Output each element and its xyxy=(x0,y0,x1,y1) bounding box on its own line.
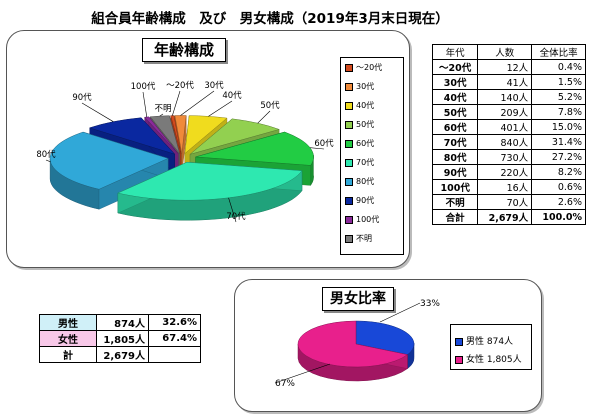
table-row: ～20代 12人 0.4% xyxy=(431,59,586,75)
legend-item: 90代 xyxy=(345,195,374,206)
table-cell: 合計 xyxy=(431,209,479,225)
legend-item: 男性 874人 xyxy=(455,334,513,347)
data-label: 不明 xyxy=(154,104,171,114)
table-cell: 100.0% xyxy=(531,209,586,225)
legend-item: 女性 1,805人 xyxy=(455,352,522,365)
gender-chart-title: 男女比率 xyxy=(322,287,394,311)
table-row: 60代 401人 15.0% xyxy=(431,119,586,135)
table-cell: 計 xyxy=(39,346,97,363)
legend-label: 60代 xyxy=(356,139,375,148)
leader-line xyxy=(257,110,271,124)
leader-line xyxy=(228,197,237,223)
legend-item: 30代 xyxy=(345,81,374,92)
legend-label: 40代 xyxy=(356,101,375,110)
legend-swatch xyxy=(345,139,353,148)
table-row-female: 女性 1,805人 67.4% xyxy=(39,330,201,347)
legend-label: 30代 xyxy=(356,82,375,91)
data-label: 100代 xyxy=(131,81,156,92)
data-label: 50代 xyxy=(260,100,280,111)
leader-line xyxy=(310,147,325,150)
leader-line xyxy=(142,91,148,118)
data-label: 90代 xyxy=(72,92,92,103)
leader-line xyxy=(81,102,114,122)
table-row: 70代 840人 31.4% xyxy=(431,134,586,150)
legend-swatch xyxy=(345,234,353,243)
age-pie-slice xyxy=(49,131,169,190)
legend-swatch xyxy=(345,120,353,129)
data-label: 40代 xyxy=(222,90,242,101)
legend-item: 60代 xyxy=(345,138,374,149)
legend-label: 50代 xyxy=(356,120,375,129)
legend-label: 70代 xyxy=(356,158,375,167)
table-header-row: 年代 人数 全体比率 xyxy=(431,44,586,60)
gender-pie-slice xyxy=(297,320,409,368)
legend-swatch xyxy=(345,215,353,224)
leader-line xyxy=(274,363,331,384)
legend-swatch xyxy=(455,337,463,346)
legend-label: 100代 xyxy=(356,215,380,224)
age-pie-slice xyxy=(149,115,180,154)
legend-item: ～20代 xyxy=(345,62,382,73)
leader-line xyxy=(159,113,164,117)
table-total-row: 合計 2,679人 100.0% xyxy=(431,209,586,225)
legend-swatch xyxy=(345,196,353,205)
data-label: 67% xyxy=(275,379,295,389)
data-label: 70代 xyxy=(226,211,246,222)
table-cell: 女性 xyxy=(39,330,97,347)
data-label: 60代 xyxy=(314,138,334,149)
legend-label: 女性 1,805人 xyxy=(466,355,522,365)
data-label: ～20代 xyxy=(166,80,194,91)
legend-swatch xyxy=(345,177,353,186)
data-label: 80代 xyxy=(36,149,56,160)
age-pie-slice xyxy=(189,118,280,155)
leader-line xyxy=(208,100,233,117)
age-pie-slice xyxy=(184,115,228,155)
leader-line xyxy=(180,90,215,116)
legend-item: 70代 xyxy=(345,157,374,168)
legend-swatch xyxy=(345,63,353,72)
age-table: 年代 人数 全体比率 ～20代 12人 0.4% 30代 41人 1.5% 40代 140… xyxy=(431,44,586,225)
legend-label: 男性 874人 xyxy=(466,337,514,347)
data-label: 33% xyxy=(420,299,440,309)
gender-chart-legend: 男性 874人 女性 1,805人 xyxy=(450,324,532,370)
legend-swatch xyxy=(345,158,353,167)
age-pie-slice xyxy=(117,161,303,201)
age-pie-slice xyxy=(144,116,179,154)
leader-line xyxy=(45,159,51,163)
legend-label: 80代 xyxy=(356,177,375,186)
legend-swatch xyxy=(345,101,353,110)
legend-item: 80代 xyxy=(345,176,374,187)
table-cell xyxy=(148,346,201,363)
age-chart-legend: ～20代 30代 40代 50代 60代 70代 80代 90代 100代 不明 xyxy=(340,57,404,255)
legend-item: 40代 xyxy=(345,100,374,111)
legend-swatch xyxy=(455,355,463,364)
leader-line xyxy=(379,302,421,323)
table-row: 不明 70人 2.6% xyxy=(431,194,586,210)
age-chart-title: 年齢構成 xyxy=(142,38,226,62)
table-row: 100代 16人 0.6% xyxy=(431,179,586,195)
leader-line xyxy=(172,90,181,116)
data-label: 30代 xyxy=(204,80,224,91)
page-title: 組合員年齢構成 及び 男女構成（2019年3月末日現在） xyxy=(91,11,449,27)
legend-label: ～20代 xyxy=(356,63,383,72)
age-pie-slice xyxy=(195,131,314,166)
age-pie-slice xyxy=(88,117,176,155)
table-row: 80代 730人 27.2% xyxy=(431,149,586,165)
legend-item: 不明 xyxy=(345,233,372,244)
legend-swatch xyxy=(345,82,353,91)
legend-label: 不明 xyxy=(356,234,372,243)
gender-table: 男性 874人 32.6% 女性 1,805人 67.4% 計 2,679人 xyxy=(39,314,201,363)
legend-label: 90代 xyxy=(356,196,375,205)
legend-item: 100代 xyxy=(345,214,379,225)
table-row-total: 計 2,679人 xyxy=(39,346,201,363)
legend-item: 50代 xyxy=(345,119,374,130)
gender-pie-slice xyxy=(355,320,415,355)
table-cell: 男性 xyxy=(39,314,97,331)
